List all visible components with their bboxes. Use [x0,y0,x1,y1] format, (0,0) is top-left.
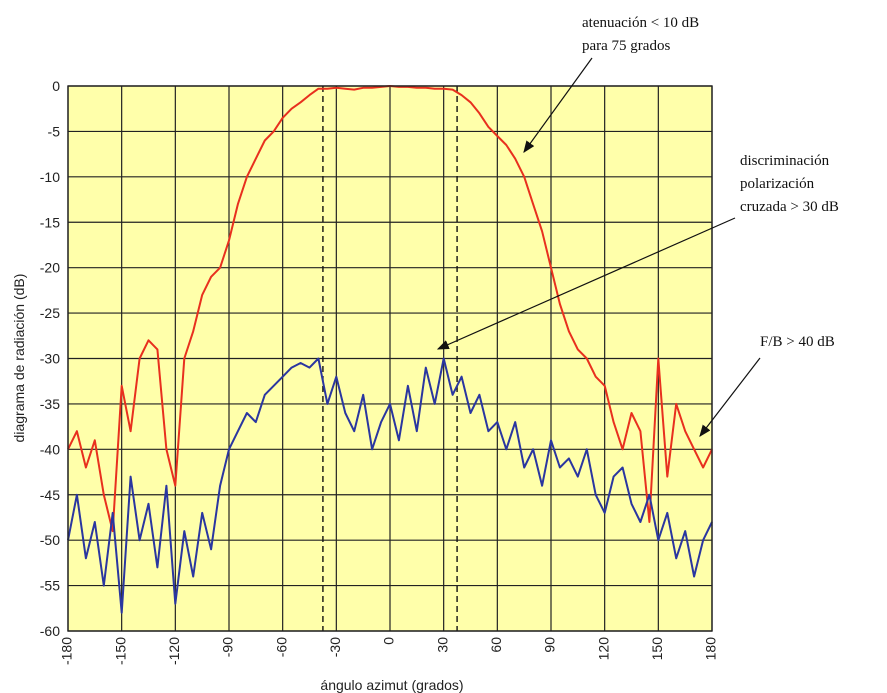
x-tick-label: 60 [488,637,504,653]
y-tick-label: -15 [40,214,60,230]
x-tick-label: 150 [649,637,665,661]
y-tick-label: -55 [40,578,60,594]
annotation-attenuation-arrow [523,57,593,153]
y-tick-label: 0 [52,78,60,94]
annotation-cross-polar-arrow [436,217,736,350]
y-tick-label: -35 [40,396,60,412]
annotation-attenuation-line-1: atenuación < 10 dB [582,15,699,31]
x-tick-label: 120 [595,637,611,661]
plot-frame [67,85,713,632]
x-tick-label: -30 [327,637,343,657]
x-tick-label: -60 [273,637,289,657]
annotation-cross-polar-line-1: discriminación [740,153,830,169]
x-tick-label: -90 [220,637,236,657]
annotation-front-back-arrow [699,357,761,437]
y-tick-label: -10 [40,169,60,185]
x-tick-label: 90 [542,637,558,653]
x-tick-label: -120 [166,637,182,665]
x-tick-label: 0 [381,637,397,645]
annotation-cross-polar-line-3: cruzada > 30 dB [740,199,839,215]
y-tick-label: -20 [40,260,60,276]
y-tick-label: -40 [40,441,60,457]
y-tick-label: -45 [40,487,60,503]
annotation-attenuation-line-2: para 75 grados [582,38,670,54]
y-tick-labels: 0 -5 -10 -15 -20 -25 -30 -35 -40 -45 -50 -55 -60 [40,78,60,639]
y-tick-label: -5 [48,123,61,139]
x-tick-label: 30 [434,637,450,653]
annotation-cross-polar: discriminación polarización cruzada > 30… [740,153,839,215]
y-tick-label: -60 [40,623,60,639]
x-tick-label: -150 [112,637,128,665]
annotation-attenuation: atenuación < 10 dB para 75 grados [582,15,703,54]
series-line-2 [67,357,713,614]
annotation-front-back-line-1: F/B > 40 dB [760,334,835,350]
y-tick-label: -25 [40,305,60,321]
y-tick-label: -30 [40,351,60,367]
x-tick-labels: -180 -150 -120 -90 -60 -30 0 30 60 90 120 150 180 [59,637,719,665]
y-tick-label: -50 [40,532,60,548]
annotation-front-back: F/B > 40 dB [760,334,835,350]
x-tick-label: 180 [703,637,719,661]
annotation-cross-polar-line-2: polarización [740,176,815,192]
vertical-markers [322,86,458,631]
y-axis-label: diagrama de radiación (dB) [11,274,27,443]
x-tick-label: -180 [59,637,75,665]
x-axis-label: ángulo azimut (grados) [320,677,463,693]
